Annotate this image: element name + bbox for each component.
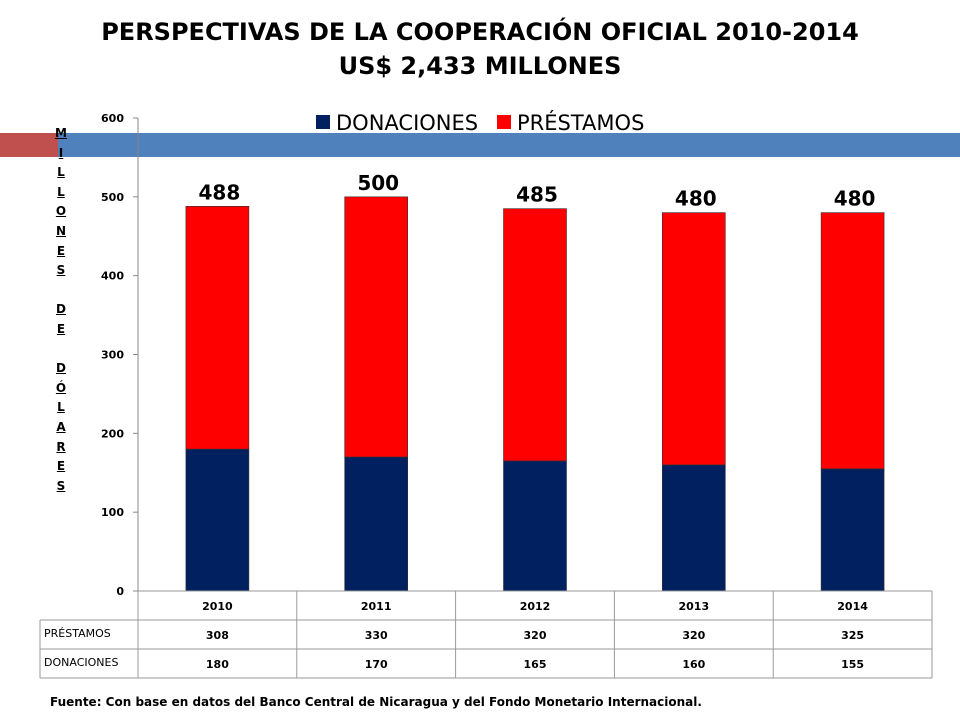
bar-total-label: 485 bbox=[516, 183, 558, 207]
x-category-label: 2013 bbox=[678, 600, 709, 613]
bar-total-label: 480 bbox=[834, 187, 876, 211]
bar-prestamos bbox=[820, 212, 885, 470]
table-cell: 155 bbox=[841, 658, 864, 671]
legend-swatch-donaciones bbox=[316, 115, 330, 129]
table-cell: 330 bbox=[365, 629, 388, 642]
y-axis-label: M I L L O N E S D E D Ó L A R E S bbox=[55, 126, 67, 493]
bar-total-label: 500 bbox=[357, 171, 399, 195]
chart-title-line2: US$ 2,433 MILLONES bbox=[338, 52, 622, 80]
table-cell: 320 bbox=[524, 629, 547, 642]
bar-donaciones bbox=[185, 448, 250, 592]
bar-prestamos bbox=[185, 205, 250, 450]
table-cell: 308 bbox=[206, 629, 229, 642]
bar-prestamos bbox=[661, 212, 726, 466]
y-tick-label: 0 bbox=[116, 585, 124, 598]
table-cell: 170 bbox=[365, 658, 388, 671]
bar-donaciones bbox=[344, 456, 409, 592]
table-cell: 165 bbox=[524, 658, 547, 671]
accent-bar-blue bbox=[58, 133, 960, 157]
bar-donaciones bbox=[503, 460, 567, 592]
bar-prestamos bbox=[503, 208, 567, 462]
x-category-label: 2011 bbox=[361, 600, 392, 613]
table-cell: 160 bbox=[682, 658, 705, 671]
x-category-label: 2014 bbox=[837, 600, 868, 613]
legend-label-donaciones: DONACIONES bbox=[336, 111, 478, 135]
legend-swatch-prestamos bbox=[497, 115, 511, 129]
y-tick-label: 200 bbox=[101, 427, 124, 440]
table-row-label: PRÉSTAMOS bbox=[44, 627, 111, 640]
bar-total-label: 480 bbox=[675, 187, 717, 211]
accent-bar-red bbox=[0, 133, 58, 157]
x-category-label: 2010 bbox=[202, 600, 233, 613]
bar-prestamos bbox=[344, 196, 409, 458]
bar-donaciones bbox=[661, 464, 726, 592]
y-tick-label: 100 bbox=[101, 506, 124, 519]
chart-title-line1: PERSPECTIVAS DE LA COOPERACIÓN OFICIAL 2… bbox=[101, 18, 859, 46]
legend-label-prestamos: PRÉSTAMOS bbox=[517, 110, 644, 135]
y-tick-label: 600 bbox=[101, 112, 124, 125]
bar-total-label: 488 bbox=[199, 180, 241, 204]
table-row-label: DONACIONES bbox=[44, 656, 118, 669]
table-cell: 325 bbox=[841, 629, 864, 642]
y-tick-label: 400 bbox=[101, 270, 124, 283]
table-cell: 180 bbox=[206, 658, 229, 671]
table-cell: 320 bbox=[682, 629, 705, 642]
y-tick-label: 300 bbox=[101, 349, 124, 362]
source-note: Fuente: Con base en datos del Banco Cent… bbox=[50, 695, 702, 709]
x-category-label: 2012 bbox=[520, 600, 551, 613]
bar-donaciones bbox=[820, 468, 885, 592]
y-tick-label: 500 bbox=[101, 191, 124, 204]
